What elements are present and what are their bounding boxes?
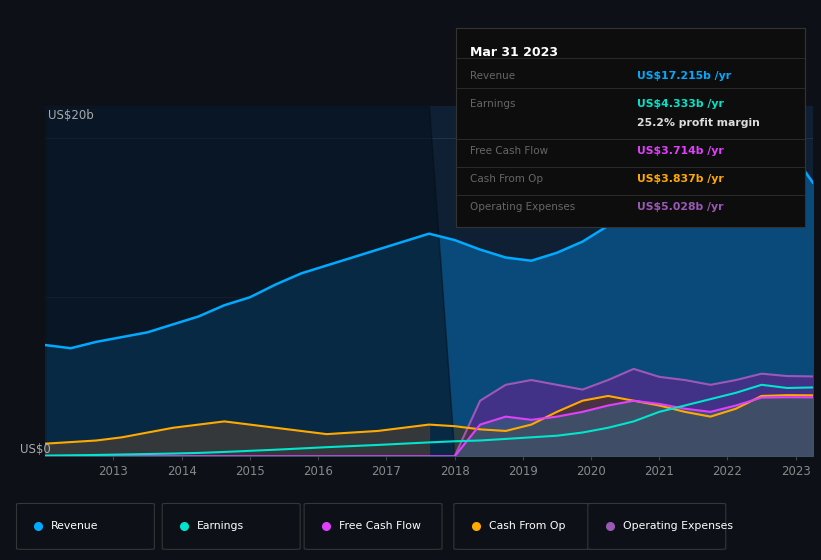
FancyBboxPatch shape <box>16 503 154 549</box>
FancyBboxPatch shape <box>588 503 726 549</box>
FancyBboxPatch shape <box>304 503 442 549</box>
Text: US$0: US$0 <box>20 442 50 456</box>
Text: US$3.714b /yr: US$3.714b /yr <box>637 146 724 156</box>
Text: US$5.028b /yr: US$5.028b /yr <box>637 202 723 212</box>
Text: 25.2% profit margin: 25.2% profit margin <box>637 118 760 128</box>
Text: Revenue: Revenue <box>470 71 515 81</box>
Text: Free Cash Flow: Free Cash Flow <box>339 521 420 531</box>
Text: US$20b: US$20b <box>48 109 94 123</box>
Text: Cash From Op: Cash From Op <box>470 174 543 184</box>
Text: Operating Expenses: Operating Expenses <box>470 202 575 212</box>
Text: US$17.215b /yr: US$17.215b /yr <box>637 71 732 81</box>
Text: Earnings: Earnings <box>470 99 515 109</box>
FancyBboxPatch shape <box>454 503 592 549</box>
Text: Earnings: Earnings <box>197 521 244 531</box>
Text: Cash From Op: Cash From Op <box>488 521 565 531</box>
Text: Mar 31 2023: Mar 31 2023 <box>470 46 557 59</box>
Text: Revenue: Revenue <box>51 521 99 531</box>
Text: Operating Expenses: Operating Expenses <box>622 521 732 531</box>
Text: Free Cash Flow: Free Cash Flow <box>470 146 548 156</box>
FancyBboxPatch shape <box>163 503 300 549</box>
Text: US$4.333b /yr: US$4.333b /yr <box>637 99 724 109</box>
Text: US$3.837b /yr: US$3.837b /yr <box>637 174 724 184</box>
